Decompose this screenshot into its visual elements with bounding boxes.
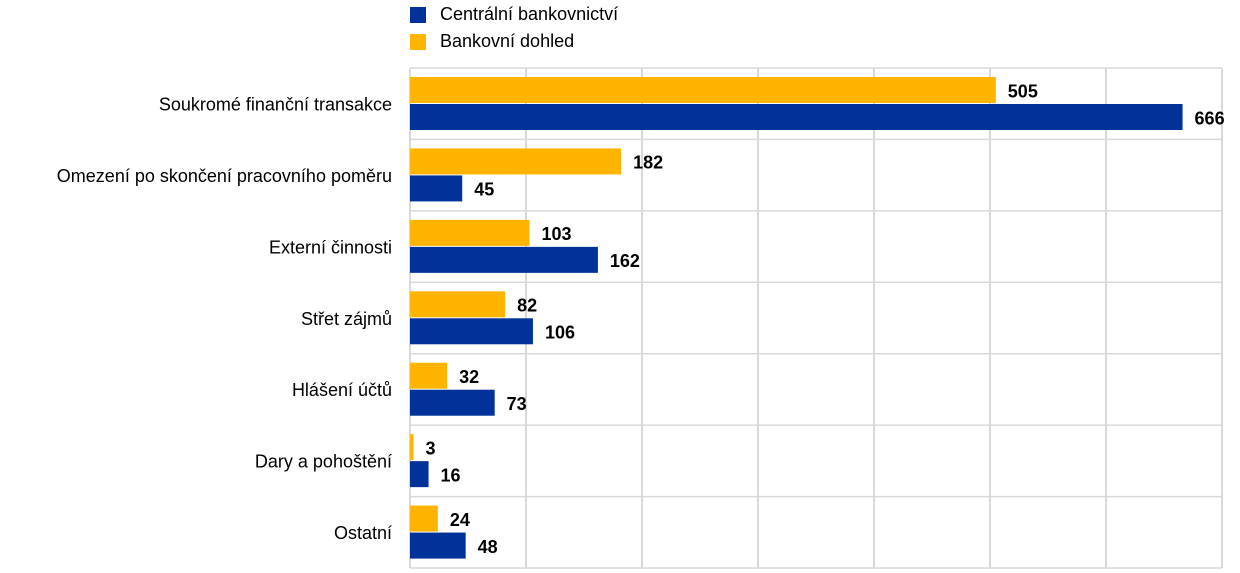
value-label: 106 [545, 323, 575, 343]
value-label: 162 [610, 251, 640, 271]
category-label: Soukromé finanční transakce [159, 94, 392, 114]
legend-swatch [410, 34, 426, 50]
bar [410, 219, 530, 246]
value-label: 73 [507, 394, 527, 414]
category-label: Hlášení účtů [292, 380, 392, 400]
bar [410, 532, 466, 559]
bar [410, 104, 1183, 130]
value-label: 48 [478, 537, 498, 557]
legend-label: Bankovní dohled [440, 31, 574, 51]
legend-label: Centrální bankovnictví [440, 4, 618, 24]
value-label: 16 [441, 465, 461, 485]
bar [410, 175, 463, 202]
value-label: 32 [459, 367, 479, 387]
bar [410, 246, 598, 273]
category-label: Externí činnosti [269, 237, 392, 257]
value-label: 666 [1195, 108, 1225, 128]
value-label: 82 [517, 296, 537, 316]
value-label: 182 [633, 153, 663, 173]
bar [410, 461, 429, 488]
bar [410, 505, 438, 532]
bar [410, 434, 414, 461]
value-label: 3 [425, 438, 435, 458]
category-label: Dary a pohoštění [255, 452, 392, 472]
bar [410, 148, 622, 175]
category-label: Ostatní [334, 523, 392, 543]
value-label: 103 [541, 224, 571, 244]
value-label: 45 [474, 180, 494, 200]
legend-swatch [410, 7, 426, 23]
bar [410, 77, 996, 103]
bar [410, 389, 495, 416]
value-label: 24 [450, 510, 470, 530]
category-label: Střet zájmů [301, 309, 392, 329]
bar [410, 362, 448, 389]
category-label: Omezení po skončení pracovního poměru [57, 166, 392, 186]
bar [410, 291, 506, 318]
bar [410, 318, 533, 345]
value-label: 505 [1008, 81, 1038, 101]
